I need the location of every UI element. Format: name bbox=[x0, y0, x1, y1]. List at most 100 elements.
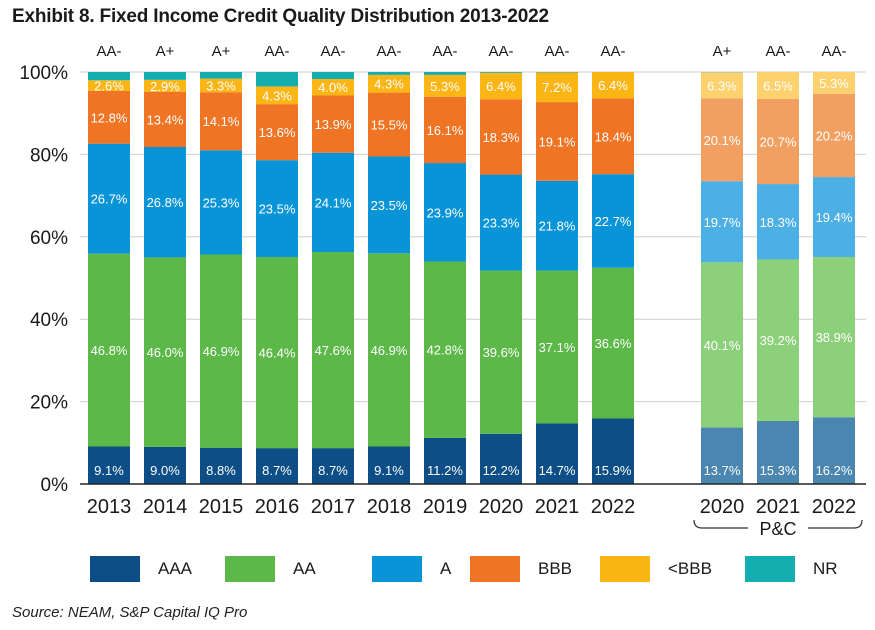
bar-segment-bbb-2020-pc bbox=[701, 98, 743, 182]
data-label-aaa-2022: 15.9% bbox=[595, 463, 632, 478]
data-label-aa-2017: 47.6% bbox=[315, 343, 352, 358]
bar-segment-below-bbb-2014 bbox=[144, 79, 186, 92]
bar-segment-bbb-2018 bbox=[368, 92, 410, 157]
data-label-aaa-2014: 9.0% bbox=[150, 463, 180, 478]
bar-segment-below-bbb-2015 bbox=[200, 78, 242, 93]
data-label-aa-2015: 46.9% bbox=[203, 344, 240, 359]
data-label-aa-2013: 46.8% bbox=[91, 343, 128, 358]
data-label-aa-2021: 37.1% bbox=[539, 340, 576, 355]
data-label-aaa-2013: 9.1% bbox=[94, 463, 124, 478]
bar-segment-a-2015 bbox=[200, 150, 242, 255]
bar-segment-aa-2017 bbox=[312, 252, 354, 449]
bar-segment-below-bbb-2019 bbox=[424, 74, 466, 97]
bar-segment-below-bbb-2016 bbox=[256, 86, 298, 105]
data-label-bbb-2021: 19.1% bbox=[539, 134, 576, 149]
data-label-below-bbb-2022: 6.4% bbox=[598, 78, 628, 93]
y-tick-label: 40% bbox=[30, 310, 68, 331]
bar-segment-below-bbb-2020-pc bbox=[701, 72, 743, 99]
data-label-a-2022-pc: 19.4% bbox=[816, 210, 853, 225]
data-label-below-bbb-2020-pc: 6.3% bbox=[707, 78, 737, 93]
data-label-below-bbb-2014: 2.9% bbox=[150, 79, 180, 94]
bar-segment-a-2022-pc bbox=[813, 177, 855, 257]
y-tick-label: 100% bbox=[19, 63, 68, 84]
x-tick-label-2014: 2014 bbox=[143, 496, 188, 518]
data-label-below-bbb-2020: 6.4% bbox=[486, 79, 516, 94]
bar-segment-a-2022 bbox=[592, 174, 634, 268]
bar-segment-aaa-2019 bbox=[424, 437, 466, 484]
bar-segment-below-bbb-2021-pc bbox=[757, 72, 799, 99]
bar-segment-a-2021 bbox=[536, 180, 578, 271]
data-label-bbb-2022: 18.4% bbox=[595, 129, 632, 144]
bar-segment-aa-2021-pc bbox=[757, 259, 799, 421]
bar-segment-aa-2021 bbox=[536, 270, 578, 424]
data-label-aa-2020: 39.6% bbox=[483, 345, 520, 360]
x-tick-label-2022: 2022 bbox=[591, 496, 636, 518]
data-label-aa-2014: 46.0% bbox=[147, 345, 184, 360]
data-label-aaa-2020-pc: 13.7% bbox=[704, 463, 741, 478]
rating-label-2017: AA- bbox=[320, 43, 345, 60]
bar-segment-aa-2013 bbox=[88, 253, 130, 447]
data-label-a-2017: 24.1% bbox=[315, 195, 352, 210]
data-label-bbb-2020: 18.3% bbox=[483, 130, 520, 145]
data-label-bbb-2016: 13.6% bbox=[259, 125, 296, 140]
bar-segment-a-2014 bbox=[144, 146, 186, 258]
data-label-aa-2021-pc: 39.2% bbox=[760, 333, 797, 348]
data-label-below-bbb-2021-pc: 6.5% bbox=[763, 78, 793, 93]
data-label-aa-2022-pc: 38.9% bbox=[816, 330, 853, 345]
pc-group-label: P&C bbox=[759, 519, 796, 539]
bar-segment-a-2021-pc bbox=[757, 184, 799, 260]
bar-segment-aaa-2020-pc bbox=[701, 427, 743, 484]
bar-segment-aaa-2020 bbox=[480, 433, 522, 484]
bar-segment-aa-2022-pc bbox=[813, 256, 855, 418]
bar-segment-nr-2015 bbox=[200, 72, 242, 79]
y-tick-label: 60% bbox=[30, 228, 68, 249]
bar-segment-below-bbb-2022 bbox=[592, 72, 634, 99]
bar-segment-nr-2018 bbox=[368, 72, 410, 75]
bar-segment-aaa-2016 bbox=[256, 448, 298, 484]
data-label-a-2018: 23.5% bbox=[371, 198, 408, 213]
bar-segment-nr-2014 bbox=[144, 72, 186, 80]
bar-segment-aa-2019 bbox=[424, 261, 466, 438]
data-label-bbb-2013: 12.8% bbox=[91, 110, 128, 125]
bar-segment-below-bbb-2018 bbox=[368, 74, 410, 93]
chart-title: Exhibit 8. Fixed Income Credit Quality D… bbox=[12, 6, 549, 27]
bar-segment-a-2013 bbox=[88, 143, 130, 254]
data-label-below-bbb-2013: 2.6% bbox=[94, 79, 124, 94]
data-label-aaa-2017: 8.7% bbox=[318, 463, 348, 478]
bar-segment-aa-2020-pc bbox=[701, 262, 743, 428]
bar-segment-below-bbb-2013 bbox=[88, 80, 130, 91]
data-label-aa-2019: 42.8% bbox=[427, 343, 464, 358]
rating-label-2021-pc: AA- bbox=[765, 43, 790, 60]
data-label-a-2015: 25.3% bbox=[203, 195, 240, 210]
data-label-below-bbb-2015: 3.3% bbox=[206, 78, 236, 93]
bar-segment-aaa-2013 bbox=[88, 446, 130, 484]
data-label-below-bbb-2021: 7.2% bbox=[542, 80, 572, 95]
bar-segment-aaa-2014 bbox=[144, 446, 186, 484]
bar-segment-bbb-2022-pc bbox=[813, 93, 855, 178]
data-label-bbb-2019: 16.1% bbox=[427, 123, 464, 138]
bar-segment-aaa-2018 bbox=[368, 446, 410, 484]
y-tick-label: 20% bbox=[30, 393, 68, 414]
bar-segment-a-2016 bbox=[256, 160, 298, 257]
x-tick-label-2021-pc: 2021 bbox=[756, 496, 801, 518]
data-label-aaa-2015: 8.8% bbox=[206, 463, 236, 478]
bar-segment-bbb-2022 bbox=[592, 98, 634, 175]
data-label-a-2013: 26.7% bbox=[91, 192, 128, 207]
data-label-below-bbb-2016: 4.3% bbox=[262, 88, 292, 103]
rating-label-2021: AA- bbox=[544, 43, 569, 60]
bar-segment-nr-2017 bbox=[312, 72, 354, 80]
bar-segment-nr-2020 bbox=[480, 72, 522, 73]
data-label-aaa-2018: 9.1% bbox=[374, 463, 404, 478]
source-note: Source: NEAM, S&P Capital IQ Pro bbox=[12, 604, 248, 621]
rating-label-2015: A+ bbox=[212, 43, 231, 60]
bar-segment-aaa-2022-pc bbox=[813, 417, 855, 484]
bar-segment-bbb-2014 bbox=[144, 91, 186, 147]
data-label-a-2016: 23.5% bbox=[259, 202, 296, 217]
data-label-a-2021-pc: 18.3% bbox=[760, 215, 797, 230]
data-label-aaa-2022-pc: 16.2% bbox=[816, 463, 853, 478]
x-tick-label-2016: 2016 bbox=[255, 496, 300, 518]
data-label-aaa-2019: 11.2% bbox=[427, 463, 463, 478]
bar-segment-a-2017 bbox=[312, 152, 354, 253]
y-tick-label: 0% bbox=[41, 475, 69, 496]
